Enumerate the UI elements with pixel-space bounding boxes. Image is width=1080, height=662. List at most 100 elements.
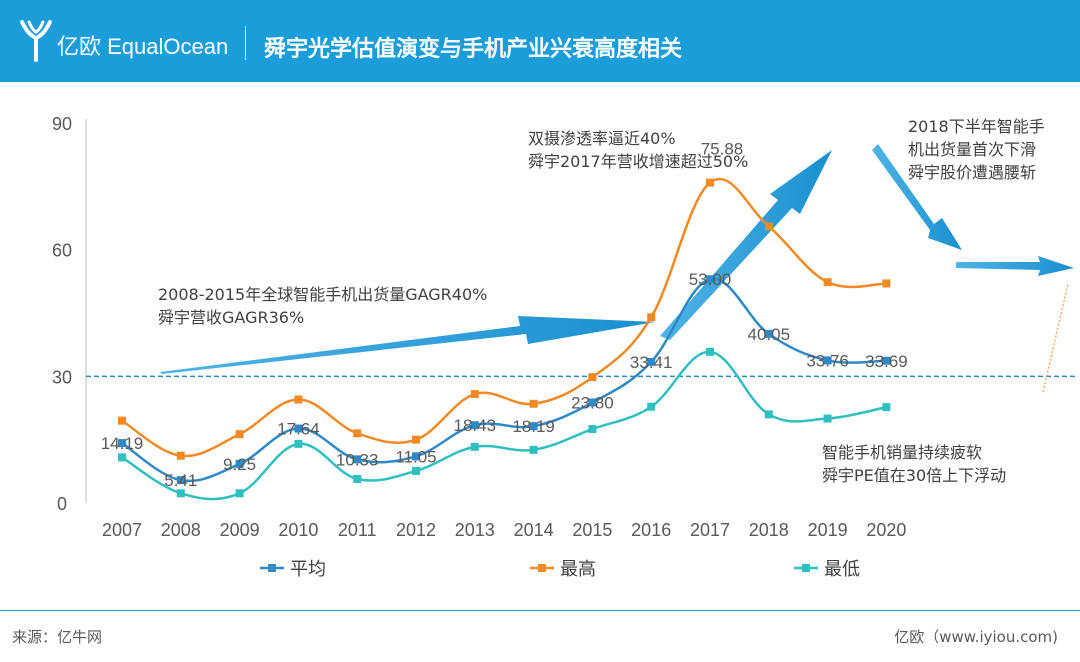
y-tick-label: 30 xyxy=(52,367,72,387)
x-tick-label: 2008 xyxy=(161,520,201,540)
footer-divider xyxy=(0,610,1080,611)
data-point-最高 xyxy=(470,390,479,399)
data-point-平均 xyxy=(294,424,303,433)
data-point-最低 xyxy=(823,414,832,423)
footer-source: 来源：亿牛网 xyxy=(12,628,103,646)
line-chart: 0 30 60 90 2007 2008 2009 2010 2011 2012 2013 2014 2… xyxy=(52,114,1075,580)
data-point-平均 xyxy=(588,398,597,407)
y-tick-label: 60 xyxy=(52,241,72,261)
annotation-text: 双摄渗透率逼近40% xyxy=(528,129,676,148)
annotation-text: 2008-2015年全球智能手机出货量GAGR40% xyxy=(158,285,487,304)
data-point-最低 xyxy=(235,489,244,498)
data-point-平均 xyxy=(118,439,126,448)
data-point-最低 xyxy=(764,410,773,419)
data-label: 33.69 xyxy=(865,352,908,371)
data-point-平均 xyxy=(529,422,538,431)
data-label: 11.05 xyxy=(395,447,436,466)
y-tick-label: 0 xyxy=(57,494,67,514)
footer-brand: 亿欧（www.iyiou.com) xyxy=(894,628,1058,646)
max-data-label: 75.88 xyxy=(701,140,744,159)
data-point-最高 xyxy=(235,430,244,439)
data-label: 33.76 xyxy=(806,351,849,370)
page-title: 舜宇光学估值演变与手机产业兴衰高度相关 xyxy=(264,37,683,62)
data-point-最高 xyxy=(529,399,538,408)
data-point-最高 xyxy=(118,416,126,425)
annotation-text: 舜宇营收GAGR36% xyxy=(158,308,304,327)
data-label: 23.80 xyxy=(571,394,614,413)
legend-marker-最高 xyxy=(538,564,546,572)
data-label: 14.19 xyxy=(101,434,144,453)
data-point-最低 xyxy=(470,442,479,451)
legend-label: 最低 xyxy=(824,559,860,580)
data-point-平均 xyxy=(353,455,362,464)
x-tick-label: 2012 xyxy=(396,520,436,540)
data-point-最低 xyxy=(706,347,714,356)
series-line-最高 xyxy=(121,177,887,458)
data-point-平均 xyxy=(176,476,185,485)
series-line-平均 xyxy=(121,277,887,483)
data-point-最高 xyxy=(294,395,303,404)
data-point-最低 xyxy=(294,439,303,448)
data-point-平均 xyxy=(235,459,244,468)
data-point-最高 xyxy=(176,451,185,460)
data-point-最低 xyxy=(529,445,538,454)
trend-arrow-flat-end xyxy=(956,256,1074,276)
x-tick-label: 2020 xyxy=(866,520,906,540)
data-label: 33.41 xyxy=(630,353,673,372)
annotation-text: 舜宇2017年营收增速超过50% xyxy=(528,152,748,171)
legend-marker-平均 xyxy=(268,564,276,572)
data-point-最低 xyxy=(882,403,891,412)
annotation-text: 舜宇PE值在30倍上下浮动 xyxy=(822,466,1006,485)
x-tick-label: 2013 xyxy=(455,520,495,540)
x-tick-label: 2018 xyxy=(749,520,789,540)
y-tick-label: 90 xyxy=(52,114,72,134)
data-label: 5.41 xyxy=(164,471,197,490)
data-point-最低 xyxy=(353,474,362,483)
data-point-最高 xyxy=(647,313,656,322)
legend-label: 最高 xyxy=(560,559,596,580)
data-point-平均 xyxy=(647,357,656,366)
data-point-最低 xyxy=(118,453,126,462)
data-label: 18.19 xyxy=(512,417,555,436)
x-tick-label: 2011 xyxy=(338,520,377,540)
data-point-最高 xyxy=(882,279,891,288)
x-tick-label: 2009 xyxy=(220,520,260,540)
series-line-最低 xyxy=(121,350,887,501)
annotation-text: 智能手机销量持续疲软 xyxy=(822,443,982,462)
logo-text: 亿欧 EqualOcean xyxy=(57,34,229,59)
data-label: 9.25 xyxy=(223,455,256,474)
data-point-平均 xyxy=(412,452,420,461)
data-point-最高 xyxy=(823,278,832,287)
trend-arrow-decline xyxy=(872,144,962,250)
x-tick-label: 2015 xyxy=(572,520,612,540)
data-point-最低 xyxy=(647,402,656,411)
pointer-dotted-line xyxy=(1042,283,1069,393)
trend-arrow-flat-growth xyxy=(160,316,655,374)
data-point-最高 xyxy=(412,435,420,444)
data-label: 18.43 xyxy=(454,416,497,435)
annotation-text: 舜宇股价遭遇腰斩 xyxy=(908,163,1036,182)
data-point-最高 xyxy=(706,178,714,187)
annotation-text: 2018下半年智能手 xyxy=(908,117,1045,136)
x-tick-label: 2016 xyxy=(631,520,671,540)
data-point-平均 xyxy=(764,329,773,338)
x-tick-label: 2014 xyxy=(514,520,554,540)
header-bar: 亿欧 EqualOcean 舜宇光学估值演变与手机产业兴衰高度相关 xyxy=(0,0,1080,82)
equalocean-logo-icon xyxy=(20,20,52,62)
data-point-平均 xyxy=(882,356,891,365)
x-tick-label: 2007 xyxy=(102,520,142,540)
data-label: 10.33 xyxy=(336,450,379,469)
data-point-平均 xyxy=(470,421,479,430)
trend-arrow-steep-rise xyxy=(660,150,832,340)
data-point-最高 xyxy=(353,429,362,438)
data-point-最低 xyxy=(412,466,420,475)
annotation-text: 机出货量首次下滑 xyxy=(908,140,1036,159)
x-tick-label: 2017 xyxy=(690,520,730,540)
legend-label: 平均 xyxy=(290,559,326,580)
data-point-最高 xyxy=(764,222,773,231)
data-label: 40.05 xyxy=(748,325,791,344)
x-tick-label: 2019 xyxy=(808,520,848,540)
data-point-平均 xyxy=(823,356,832,365)
data-label: 17.64 xyxy=(277,420,320,439)
data-label: 53.00 xyxy=(689,270,732,289)
